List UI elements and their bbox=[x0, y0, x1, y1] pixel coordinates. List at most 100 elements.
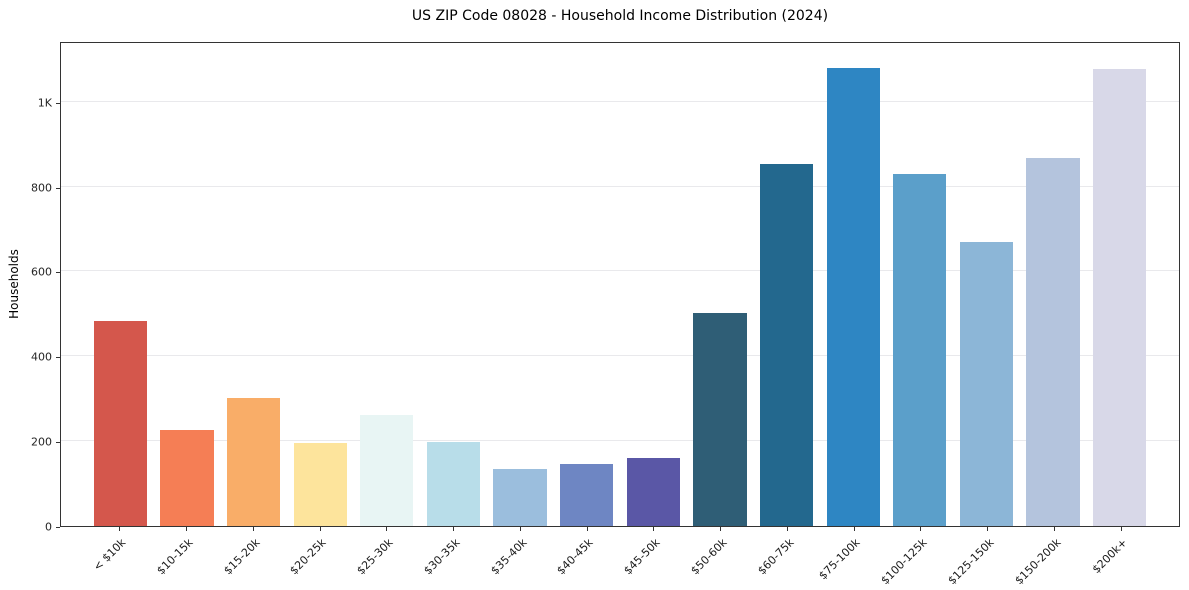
y-tick-label: 600 bbox=[31, 265, 52, 279]
bars-container bbox=[61, 43, 1179, 526]
x-tick-label: $75-100k bbox=[816, 536, 863, 583]
gridline bbox=[61, 270, 1179, 272]
x-label-slot: $15-20k bbox=[220, 531, 287, 587]
bar-slot bbox=[1086, 43, 1153, 526]
x-label-slot: $50-60k bbox=[687, 531, 754, 587]
x-label-slot: $200k+ bbox=[1087, 531, 1154, 587]
x-tick-mark bbox=[319, 527, 321, 531]
x-tick-label: $50-60k bbox=[688, 536, 730, 578]
y-tick-label: 0 bbox=[45, 520, 52, 534]
x-label-slot: $25-30k bbox=[353, 531, 420, 587]
x-tick-label: $20-25k bbox=[287, 536, 329, 578]
x-tick-label: $60-75k bbox=[754, 536, 797, 578]
x-label-slot: $20-25k bbox=[286, 531, 353, 587]
x-tick-mark bbox=[119, 527, 121, 531]
bar-slot bbox=[753, 43, 820, 526]
x-tick-label: $100-125k bbox=[878, 536, 930, 588]
x-tick-label: $15-20k bbox=[220, 536, 263, 578]
x-tick-mark bbox=[586, 527, 588, 531]
y-tick-mark bbox=[56, 527, 60, 528]
bar-$20-25k bbox=[293, 443, 347, 526]
x-tick-mark bbox=[987, 527, 989, 531]
x-tick-mark bbox=[1053, 527, 1055, 531]
bar-$60-75k bbox=[759, 164, 814, 526]
bar-slot bbox=[620, 43, 687, 526]
bar-slot bbox=[87, 43, 154, 526]
x-label-slot: $10-15k bbox=[153, 531, 220, 587]
x-tick-mark bbox=[519, 527, 521, 531]
x-tick-mark bbox=[786, 527, 788, 531]
x-tick-label: $45-50k bbox=[621, 536, 663, 578]
bar-slot bbox=[553, 43, 620, 526]
x-label-slot: $100-125k bbox=[878, 531, 954, 587]
x-tick-mark bbox=[1120, 527, 1122, 531]
x-label-slot: $35-40k bbox=[487, 531, 554, 587]
gridline bbox=[61, 440, 1179, 442]
x-label-slot: $45-50k bbox=[620, 531, 687, 587]
y-tick-mark bbox=[56, 442, 60, 444]
bar-$200k+ bbox=[1093, 68, 1147, 526]
y-tick-mark bbox=[56, 187, 60, 189]
x-label-slot: $150-200k bbox=[1012, 531, 1088, 587]
y-tick-mark bbox=[56, 357, 60, 359]
x-tick-label: < $10k bbox=[91, 536, 129, 574]
gridline bbox=[61, 100, 1179, 102]
x-tick-label: $30-35k bbox=[421, 536, 463, 578]
x-tick-label: $25-30k bbox=[354, 536, 396, 578]
y-tick-mark bbox=[56, 272, 60, 274]
bar-$10-15k bbox=[160, 429, 214, 526]
x-tick-label: $10-15k bbox=[154, 536, 196, 578]
x-tick-mark bbox=[186, 527, 188, 531]
bar-$35-40k bbox=[493, 468, 547, 526]
x-tick-label: $35-40k bbox=[487, 536, 530, 578]
bar-$30-35k bbox=[426, 441, 481, 526]
x-tick-mark bbox=[920, 527, 922, 531]
bar-$125-150k bbox=[959, 242, 1014, 526]
y-tick-label: 1K bbox=[37, 96, 52, 110]
bar-slot bbox=[887, 43, 954, 526]
x-label-slot: $125-150k bbox=[945, 531, 1021, 587]
x-label-slot: $75-100k bbox=[816, 531, 887, 587]
bar-slot bbox=[287, 43, 354, 526]
bar-slot bbox=[953, 43, 1020, 526]
y-axis-label: Households bbox=[7, 249, 21, 319]
y-tick-label: 200 bbox=[31, 435, 52, 449]
x-label-slot: < $10k bbox=[86, 531, 153, 587]
bar-slot bbox=[420, 43, 487, 526]
y-tick-label: 800 bbox=[31, 181, 52, 195]
bar-$40-45k bbox=[560, 463, 614, 526]
bar-$25-30k bbox=[360, 415, 414, 526]
x-tick-mark bbox=[720, 527, 722, 531]
y-tick-label: 400 bbox=[31, 350, 52, 364]
plot-area bbox=[60, 42, 1180, 527]
chart-title: US ZIP Code 08028 - Household Income Dis… bbox=[411, 8, 829, 24]
bar-slot bbox=[1020, 43, 1087, 526]
gridline bbox=[61, 355, 1179, 357]
x-label-slot: $60-75k bbox=[754, 531, 821, 587]
x-tick-label: $125-150k bbox=[945, 536, 997, 588]
x-tick-label: $40-45k bbox=[554, 536, 596, 578]
x-label-slot: $30-35k bbox=[420, 531, 487, 587]
gridline bbox=[61, 185, 1179, 187]
bar-$150-200k bbox=[1026, 157, 1080, 526]
bar-slot bbox=[220, 43, 287, 526]
bar-< $10k bbox=[93, 320, 147, 526]
bar-slot bbox=[687, 43, 754, 526]
bar-$45-50k bbox=[626, 457, 680, 526]
x-tick-mark bbox=[853, 527, 855, 531]
bar-slot bbox=[354, 43, 421, 526]
x-label-slot: $40-45k bbox=[553, 531, 620, 587]
bar-$50-60k bbox=[693, 313, 747, 526]
bar-slot bbox=[154, 43, 221, 526]
bar-slot bbox=[820, 43, 887, 526]
x-tick-mark bbox=[453, 527, 455, 531]
bar-$75-100k bbox=[826, 68, 880, 526]
x-tick-label: $200k+ bbox=[1089, 536, 1130, 577]
y-tick-mark bbox=[56, 102, 60, 104]
x-tick-mark bbox=[653, 527, 655, 531]
bar-$15-20k bbox=[226, 397, 281, 526]
bar-$100-125k bbox=[893, 174, 947, 526]
bar-slot bbox=[487, 43, 554, 526]
x-tick-label: $150-200k bbox=[1011, 536, 1064, 588]
